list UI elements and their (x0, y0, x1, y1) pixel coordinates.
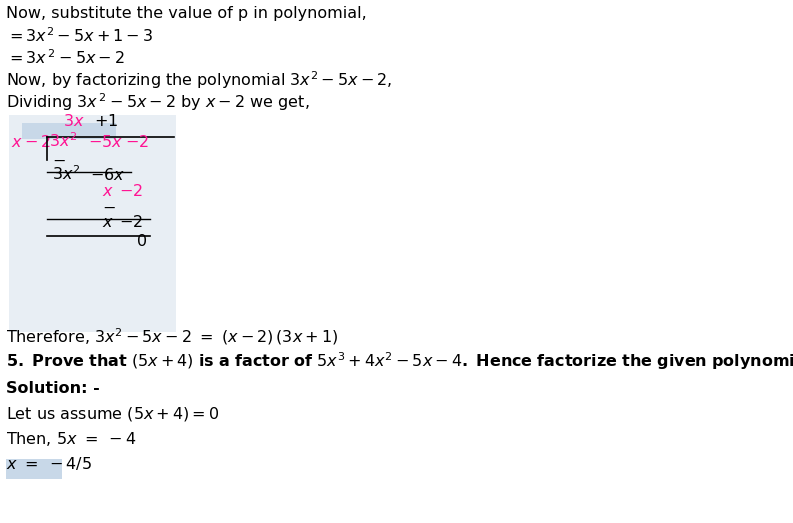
Text: Then, $5x\ =\ -4$: Then, $5x\ =\ -4$ (6, 429, 137, 448)
Text: $-2$: $-2$ (125, 134, 149, 151)
Text: $3x$: $3x$ (63, 112, 85, 129)
Text: $-$: $-$ (52, 153, 66, 168)
Text: Let us assume $(5x + 4) = 0$: Let us assume $(5x + 4) = 0$ (6, 405, 220, 423)
Text: $x$: $x$ (102, 215, 113, 230)
Text: $0$: $0$ (136, 233, 147, 249)
Text: Now, by factorizing the polynomial $3x^2 - 5x - 2,$: Now, by factorizing the polynomial $3x^2… (6, 69, 393, 91)
Text: $x$: $x$ (102, 184, 113, 199)
Text: $\mathbf{5.\ Prove\ that\ }$$(5x + 4)$$\mathbf{\ is\ a\ factor\ of\ }$$5x^3 + 4x: $\mathbf{5.\ Prove\ that\ }$$(5x + 4)$$\… (6, 350, 793, 372)
Text: $-5x$: $-5x$ (88, 134, 123, 151)
Text: $= 3x^2 - 5x + 1 - 3$: $= 3x^2 - 5x + 1 - 3$ (6, 26, 153, 45)
Text: $x\ =\ -4/5$: $x\ =\ -4/5$ (6, 454, 92, 472)
Text: $3x^2$: $3x^2$ (49, 132, 78, 151)
Text: $+1$: $+1$ (94, 112, 118, 129)
Text: Now, substitute the value of p in polynomial,: Now, substitute the value of p in polyno… (6, 6, 367, 21)
Text: $x-2$: $x-2$ (10, 134, 51, 151)
Text: Dividing $3x^{\,2}- 5x - 2$ by $x - 2$ we get,: Dividing $3x^{\,2}- 5x - 2$ by $x - 2$ w… (6, 91, 310, 113)
FancyBboxPatch shape (6, 459, 62, 479)
Text: $= 3x^{\,2}- 5x - 2$: $= 3x^{\,2}- 5x - 2$ (6, 48, 125, 67)
FancyBboxPatch shape (21, 123, 116, 139)
Text: Solution: -: Solution: - (6, 381, 100, 396)
FancyBboxPatch shape (9, 115, 175, 332)
Text: Therefore, $3x^2 - 5x - 2\ =\ (x-2)\,(3x+1)$: Therefore, $3x^2 - 5x - 2\ =\ (x-2)\,(3x… (6, 326, 339, 347)
Text: $-6x$: $-6x$ (90, 167, 125, 183)
Text: $-$: $-$ (102, 200, 115, 215)
Text: $-2$: $-2$ (118, 214, 143, 230)
Text: $-2$: $-2$ (118, 183, 143, 199)
Text: $3x^2$: $3x^2$ (52, 164, 81, 183)
